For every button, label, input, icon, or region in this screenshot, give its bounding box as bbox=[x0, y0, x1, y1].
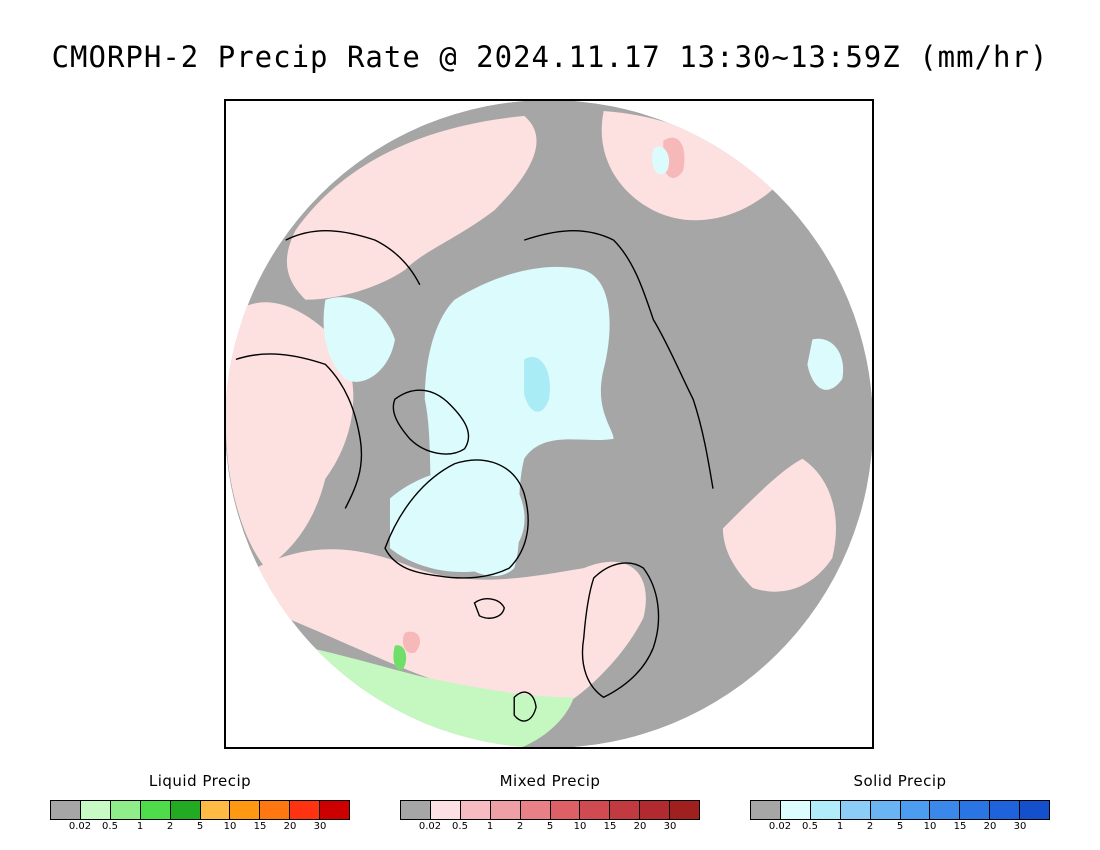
legend-swatch bbox=[990, 801, 1021, 819]
legend-tick-label: 10 bbox=[923, 821, 937, 832]
legend-ticks: 0.02 0.5 1 2 5 10 15 20 30 bbox=[750, 821, 1050, 835]
legend-tick-label: 15 bbox=[253, 821, 267, 832]
legend-color-bar bbox=[750, 800, 1050, 820]
legend-tick-label: 1 bbox=[836, 821, 844, 832]
legend-swatch bbox=[610, 801, 641, 819]
legend-solid-precip: Solid Precip 0.02 0.5 1 2 5 10 15 20 30 bbox=[750, 772, 1050, 835]
legend-title: Mixed Precip bbox=[499, 772, 601, 790]
legend-tick-label: 2 bbox=[516, 821, 524, 832]
legend-tick-label: 30 bbox=[313, 821, 327, 832]
legend-tick-label: 15 bbox=[603, 821, 617, 832]
legend-tick-label: 1 bbox=[486, 821, 494, 832]
legend-ticks: 0.02 0.5 1 2 5 10 15 20 30 bbox=[400, 821, 700, 835]
legend-swatch bbox=[550, 801, 581, 819]
legend-swatch bbox=[401, 801, 431, 819]
map-title: CMORPH-2 Precip Rate @ 2024.11.17 13:30~… bbox=[51, 40, 1049, 74]
legend-swatch bbox=[670, 801, 700, 819]
legend-tick-label: 10 bbox=[223, 821, 237, 832]
legend-swatch bbox=[320, 801, 350, 819]
coast-north-america bbox=[235, 353, 363, 509]
legend-swatch bbox=[1020, 801, 1050, 819]
legend-swatch bbox=[490, 801, 521, 819]
solid-precip-east bbox=[807, 338, 844, 390]
legend-mixed-precip: Mixed Precip 0.02 0.5 1 2 5 10 15 20 30 bbox=[400, 772, 700, 835]
precip-field bbox=[226, 101, 872, 747]
legend-swatch bbox=[870, 801, 901, 819]
legend-ticks: 0.02 0.5 1 2 5 10 15 20 30 bbox=[50, 821, 350, 835]
legend-swatch bbox=[230, 801, 261, 819]
coast-alaska bbox=[285, 230, 421, 286]
legend-swatch bbox=[520, 801, 551, 819]
legend-tick-label: 20 bbox=[983, 821, 997, 832]
precip-map bbox=[224, 99, 874, 749]
legend-tick-label: 20 bbox=[633, 821, 647, 832]
legend-tick-label: 2 bbox=[866, 821, 874, 832]
legend-tick-label: 1 bbox=[136, 821, 144, 832]
coast-canada-archipelago bbox=[392, 389, 470, 455]
legend-tick-label: 2 bbox=[166, 821, 174, 832]
liquid-precip-patch bbox=[393, 645, 407, 670]
mixed-precip-canada bbox=[226, 302, 354, 569]
solid-precip-greenland bbox=[389, 469, 525, 573]
coastlines bbox=[235, 230, 714, 722]
legend-tick-label: 5 bbox=[896, 821, 904, 832]
mixed-precip-siberia bbox=[601, 110, 783, 221]
legend-swatch bbox=[840, 801, 871, 819]
legend-swatch bbox=[960, 801, 991, 819]
legend-swatch bbox=[460, 801, 491, 819]
legend-color-bar bbox=[400, 800, 700, 820]
legend-swatch bbox=[200, 801, 231, 819]
coast-greenland bbox=[384, 459, 529, 579]
legend-tick-label: 5 bbox=[546, 821, 554, 832]
legend-swatch bbox=[290, 801, 321, 819]
legend-swatch bbox=[640, 801, 671, 819]
legend-swatch bbox=[810, 801, 841, 819]
legend-liquid-precip: Liquid Precip 0.02 0.5 1 2 5 10 15 20 30 bbox=[50, 772, 350, 835]
legend-tick-label: 0.5 bbox=[102, 821, 118, 832]
mixed-precip-north-pacific bbox=[286, 115, 537, 300]
mixed-precip-atlantic bbox=[255, 549, 646, 718]
coast-siberia bbox=[523, 230, 714, 489]
legend-color-bar bbox=[50, 800, 350, 820]
legend-tick-label: 0.02 bbox=[768, 821, 792, 832]
legend-swatch bbox=[580, 801, 611, 819]
legend-swatch bbox=[80, 801, 111, 819]
legend-swatch bbox=[260, 801, 291, 819]
legend-swatch bbox=[900, 801, 931, 819]
legend-tick-label: 0.5 bbox=[802, 821, 818, 832]
legend-tick-label: 0.5 bbox=[452, 821, 468, 832]
legend-title: Liquid Precip bbox=[148, 772, 252, 790]
legend-tick-label: 15 bbox=[953, 821, 967, 832]
legend-swatch bbox=[170, 801, 201, 819]
solid-precip-canada bbox=[323, 297, 395, 382]
legend-swatch bbox=[51, 801, 81, 819]
coast-british-isles bbox=[513, 691, 537, 722]
solid-precip-east-siberia bbox=[652, 146, 670, 175]
legend-tick-label: 20 bbox=[283, 821, 297, 832]
mixed-precip-east bbox=[722, 458, 836, 592]
coast-iceland bbox=[473, 598, 506, 619]
polar-map-svg bbox=[226, 101, 872, 747]
mixed-precip-kamchatka bbox=[663, 137, 685, 178]
legend-tick-label: 30 bbox=[1013, 821, 1027, 832]
legend-swatch bbox=[930, 801, 961, 819]
legend-swatch bbox=[780, 801, 811, 819]
legend-tick-label: 10 bbox=[573, 821, 587, 832]
legend-swatch bbox=[751, 801, 781, 819]
legend-swatch bbox=[430, 801, 461, 819]
legend-title: Solid Precip bbox=[853, 772, 947, 790]
legend-tick-label: 5 bbox=[196, 821, 204, 832]
legend-tick-label: 0.02 bbox=[68, 821, 92, 832]
legend-swatch bbox=[110, 801, 141, 819]
coast-scandinavia bbox=[581, 562, 660, 699]
solid-precip-core bbox=[524, 356, 550, 412]
legend-tick-label: 30 bbox=[663, 821, 677, 832]
legend-tick-label: 0.02 bbox=[418, 821, 442, 832]
legend-swatch bbox=[140, 801, 171, 819]
liquid-precip-atlantic bbox=[285, 642, 574, 747]
mixed-precip-patch-atlantic bbox=[402, 631, 421, 654]
